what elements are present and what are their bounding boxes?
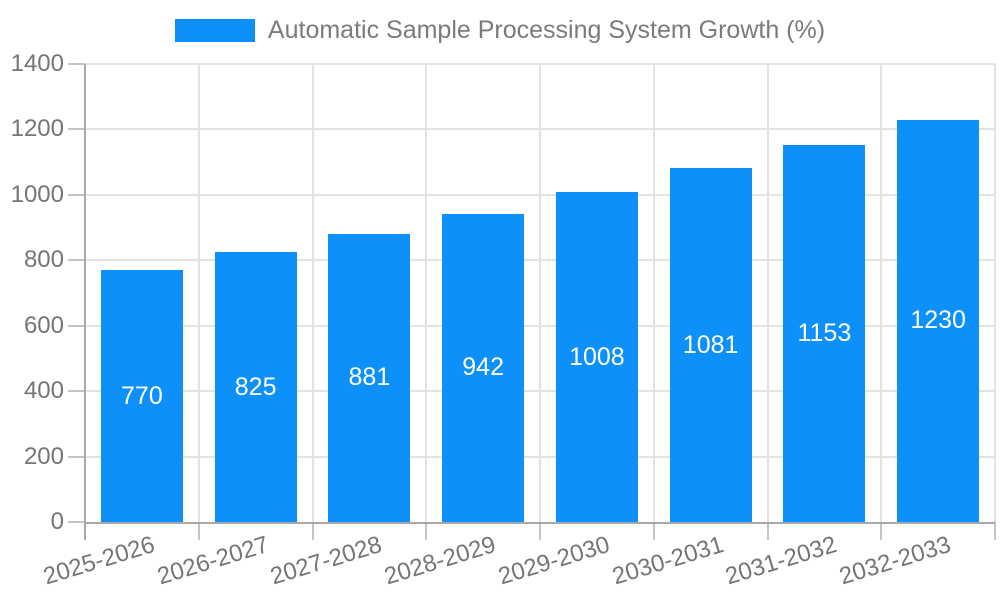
bar-value-label: 881: [348, 363, 391, 392]
bar[interactable]: 881: [328, 233, 411, 522]
bar[interactable]: 825: [214, 252, 297, 522]
bar-value-label: 770: [121, 381, 163, 410]
y-axis-tick: [68, 193, 85, 196]
y-axis-tick: [68, 259, 85, 262]
y-axis-tick: [68, 128, 85, 131]
x-gridline: [425, 64, 428, 522]
legend-label: Automatic Sample Processing System Growt…: [267, 16, 826, 44]
y-axis-tick: [68, 455, 85, 458]
x-axis-tick: [880, 522, 883, 540]
y-axis-label: 800: [23, 246, 64, 274]
bar[interactable]: 942: [442, 213, 525, 522]
bar[interactable]: 770: [100, 270, 183, 522]
bar-value-label: 1081: [682, 330, 739, 359]
y-axis-label: 600: [23, 311, 64, 339]
legend[interactable]: Automatic Sample Processing System Growt…: [0, 16, 1000, 44]
y-axis-label: 1400: [10, 50, 64, 77]
x-gridline: [197, 64, 200, 522]
x-gridline: [994, 64, 996, 522]
x-axis-tick: [994, 522, 996, 540]
bar-value-label: 825: [234, 372, 277, 401]
y-axis-tick: [68, 521, 85, 523]
bar-value-label: 1008: [569, 342, 625, 371]
x-axis-tick: [652, 522, 655, 540]
legend-swatch: [174, 18, 255, 42]
bar-value-label: 1153: [797, 318, 852, 347]
bar[interactable]: 1008: [555, 192, 638, 522]
y-axis-label: 1200: [10, 115, 64, 143]
bar-value-label: 1230: [910, 306, 966, 335]
x-gridline: [539, 64, 541, 522]
x-axis-tick: [197, 522, 200, 540]
x-gridline: [880, 64, 883, 522]
bar-value-label: 942: [462, 353, 504, 382]
bar[interactable]: 1081: [669, 168, 752, 522]
y-axis-label: 200: [23, 442, 64, 470]
y-axis-label: 0: [50, 508, 64, 535]
y-axis-label: 400: [23, 377, 64, 405]
x-axis-line: [84, 522, 995, 524]
x-axis-tick: [311, 522, 314, 540]
y-axis-line: [84, 64, 86, 540]
y-axis-tick: [68, 324, 85, 327]
bar[interactable]: 1153: [783, 144, 866, 522]
x-gridline: [652, 64, 655, 522]
y-axis-tick: [68, 63, 85, 65]
x-gridline: [311, 64, 314, 522]
y-axis-label: 1000: [10, 180, 64, 208]
y-axis-tick: [68, 390, 85, 393]
bar[interactable]: 1230: [897, 119, 980, 522]
x-axis-tick: [539, 522, 541, 540]
x-axis-tick: [425, 522, 428, 540]
x-gridline: [766, 64, 769, 522]
x-axis-tick: [766, 522, 769, 540]
